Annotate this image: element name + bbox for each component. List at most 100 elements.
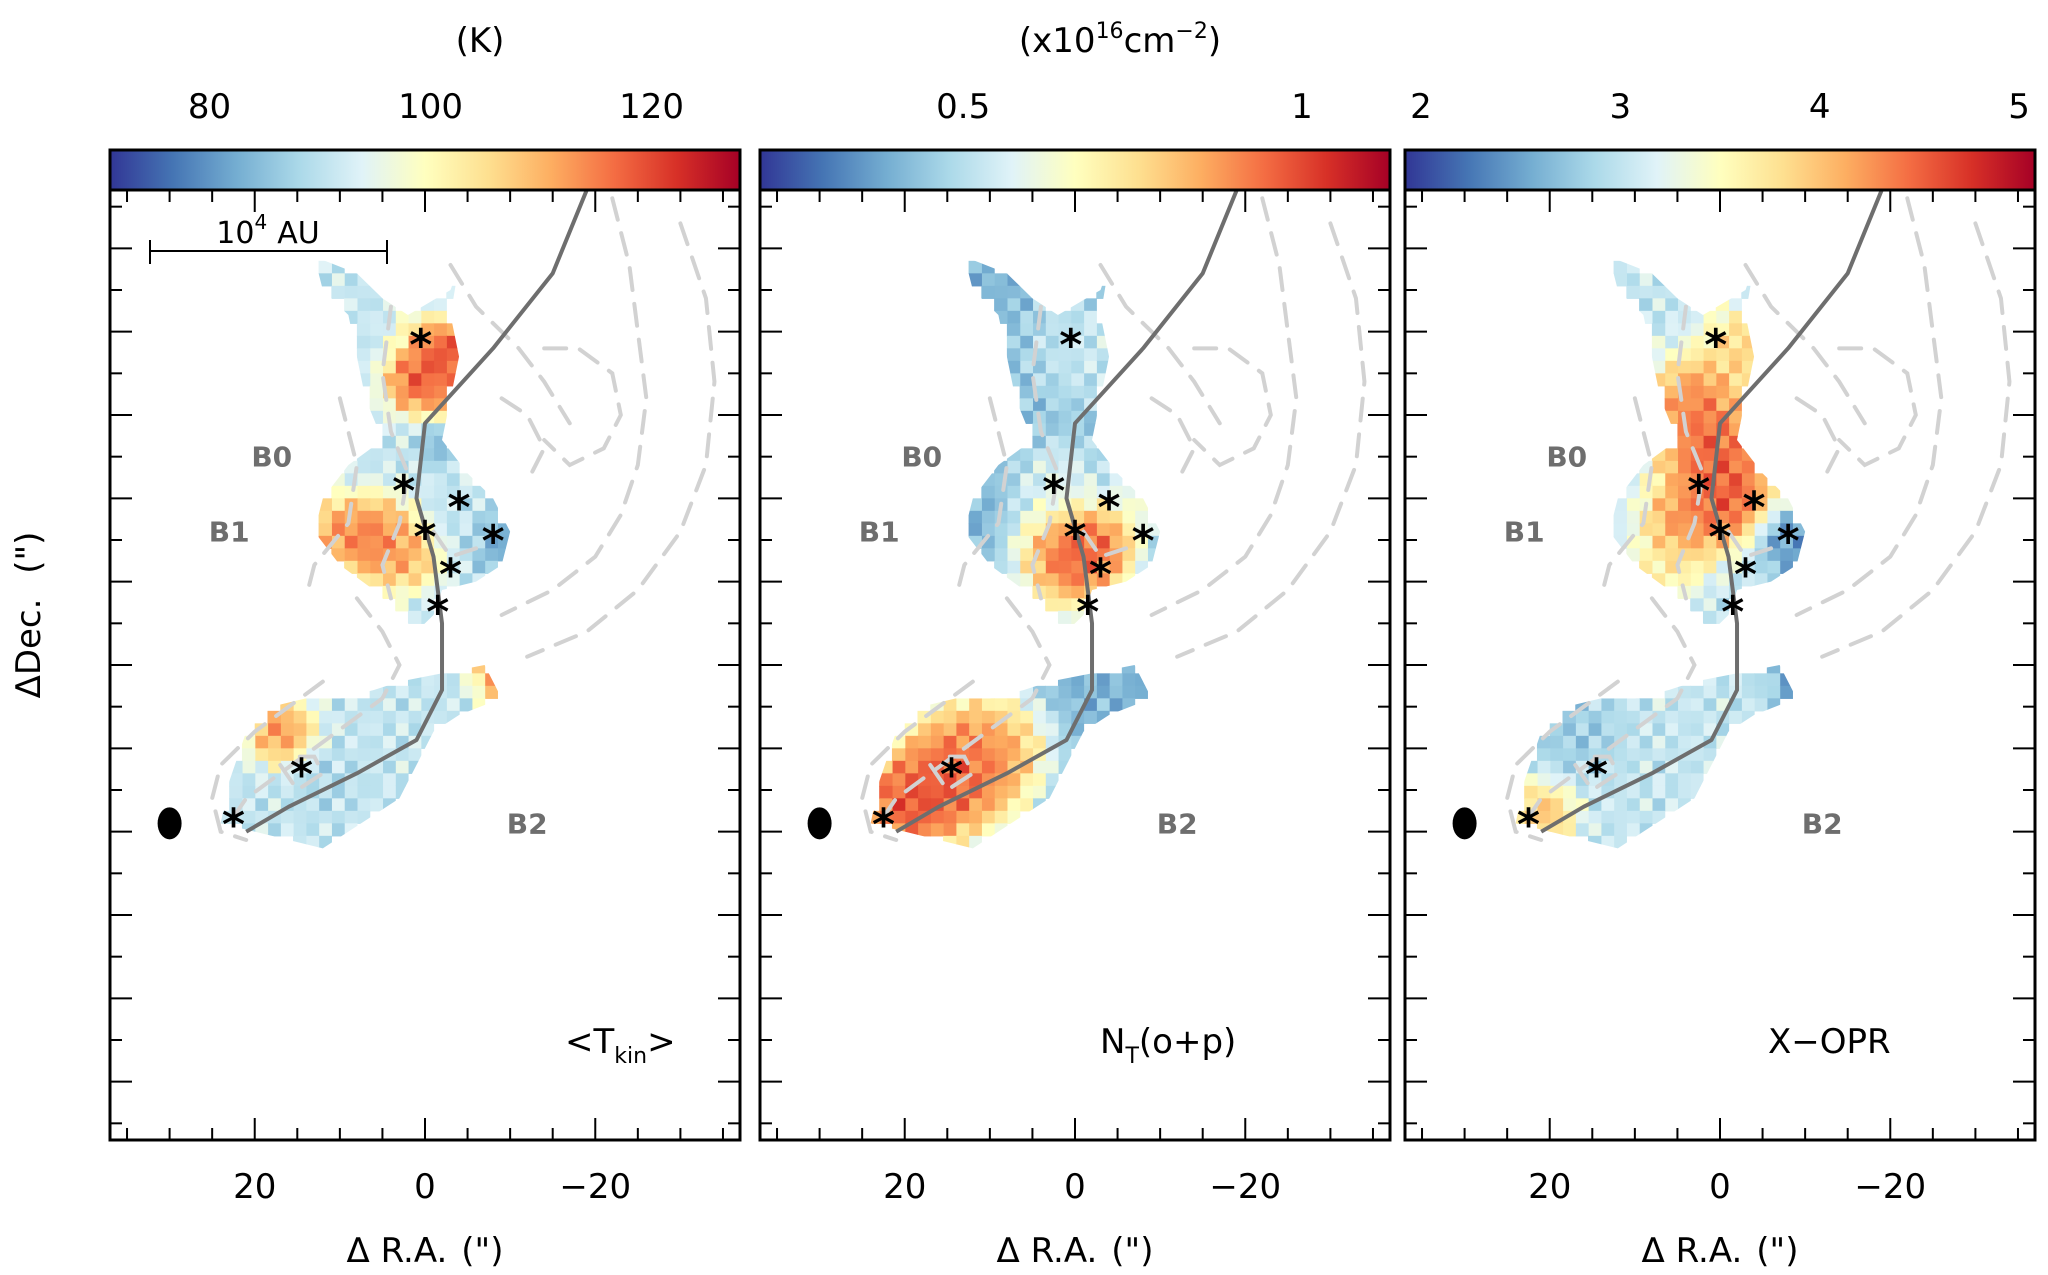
heatmap-cell [1006, 510, 1021, 524]
heatmap-cell [1702, 573, 1717, 587]
heatmap-cell [1651, 498, 1666, 512]
contour-line-tkin-5 [303, 396, 359, 601]
heatmap-cell [1006, 310, 1021, 324]
heatmap-cell [1057, 573, 1072, 587]
heatmap-cell [891, 748, 906, 762]
heatmap-cell [943, 698, 957, 712]
contour-line-opr-7 [1505, 679, 1620, 842]
heatmap-cell [471, 673, 486, 687]
heatmap-cell [1070, 310, 1085, 324]
region-label-nt-b1: B1 [859, 516, 900, 549]
heatmap-cell [395, 385, 409, 399]
heatmap-cell [446, 498, 460, 512]
heatmap-cell [293, 760, 307, 774]
heatmap-cell [1070, 360, 1085, 374]
heatmap-cell [968, 835, 982, 849]
heatmap-cell [1109, 573, 1123, 587]
colorbar-tick-label-opr-0: 2 [1410, 87, 1432, 127]
heatmap-cell [484, 548, 498, 562]
heatmap-cell [1702, 535, 1717, 549]
heatmap-cell [369, 348, 384, 362]
heatmap-cell [1588, 723, 1602, 737]
heatmap-cell [356, 698, 371, 712]
heatmap-cell [1562, 823, 1576, 837]
heatmap-cell [356, 348, 371, 362]
heatmap-cell [1728, 373, 1742, 387]
heatmap-cell [1690, 685, 1704, 699]
heatmap-cell [1626, 698, 1640, 712]
x-tick-label-nt-0: 20 [883, 1167, 926, 1207]
heatmap-cell [1715, 585, 1730, 599]
contour-line-tkin-1 [499, 196, 649, 617]
heatmap-cell [981, 548, 995, 562]
heatmap-cell [1766, 560, 1781, 574]
contour-line-tkin-4 [380, 304, 411, 601]
heatmap-cell [459, 485, 473, 499]
heatmap-cell [917, 823, 931, 837]
heatmap-cell [1109, 510, 1123, 524]
heatmap-cell [356, 485, 371, 499]
heatmap-cell [484, 498, 498, 512]
heatmap-cell [1702, 348, 1717, 362]
heatmap-cell [1677, 573, 1691, 587]
heatmap-cell [1728, 548, 1742, 562]
beam-ellipse-nt [807, 807, 832, 840]
scale-bar-label: 104 AU [216, 210, 319, 251]
heatmap-cell [395, 685, 409, 699]
heatmap-cell [1121, 498, 1136, 512]
heatmap-cell [1639, 723, 1653, 737]
heatmap-cell [1057, 585, 1072, 599]
heatmap-cell [1045, 398, 1059, 412]
heatmap-cell [395, 423, 409, 437]
heatmap-cell [1651, 523, 1666, 537]
heatmap-cell [1651, 735, 1666, 749]
heatmap-cell [1651, 473, 1666, 487]
heatmap-cell [369, 448, 384, 462]
heatmap-cell [1626, 785, 1640, 799]
heatmap-cell [1639, 748, 1653, 762]
heatmap-cell [369, 523, 384, 537]
heatmap-cell [1549, 748, 1564, 762]
region-label-nt-b0: B0 [901, 441, 942, 474]
heatmap-cell [395, 785, 409, 799]
heatmap-cell [981, 748, 995, 762]
heatmap-cell [1096, 473, 1110, 487]
heatmap-cell [1057, 523, 1072, 537]
heatmap-cell [1057, 310, 1072, 324]
heatmap-cell [1600, 835, 1615, 849]
heatmap-cell [331, 810, 345, 824]
heatmap-cell [318, 698, 332, 712]
heatmap-cell [395, 723, 409, 737]
heatmap-cell [1083, 510, 1097, 524]
heatmap-cell [1006, 773, 1021, 787]
heatmap-cell [407, 523, 422, 537]
heatmap-cell [382, 723, 396, 737]
heatmap-cell [433, 298, 447, 312]
heatmap-cell [395, 560, 409, 574]
heatmap-cell [1702, 373, 1717, 387]
contour-line-tkin-10 [499, 396, 547, 484]
heatmap-cell [994, 748, 1008, 762]
heatmap-cell [917, 785, 931, 799]
heatmap-cell [241, 760, 256, 774]
x-axis-label-1: Δ R.A. (") [347, 1231, 504, 1271]
heatmap-cell [1677, 735, 1691, 749]
x-axis-label-3: Δ R.A. (") [1642, 1231, 1799, 1271]
heatmap-cell [1690, 310, 1704, 324]
heatmap-cell [395, 323, 409, 337]
heatmap-cell [1690, 348, 1704, 362]
source-star-nt-8: * [872, 799, 895, 850]
heatmap-cell [1070, 598, 1085, 612]
heatmap-cell [471, 660, 486, 674]
heatmap-cell [1728, 360, 1742, 374]
heatmap-cell [1690, 435, 1704, 449]
heatmap-cell [1019, 298, 1034, 312]
heatmap-cell [369, 498, 384, 512]
heatmap-cell [382, 798, 396, 812]
heatmap-cell [1045, 573, 1059, 587]
heatmap-cell [994, 535, 1008, 549]
heatmap-cell [1121, 548, 1136, 562]
heatmap-cell [981, 510, 995, 524]
heatmap-cell [382, 573, 396, 587]
heatmap-cell [1019, 473, 1034, 487]
